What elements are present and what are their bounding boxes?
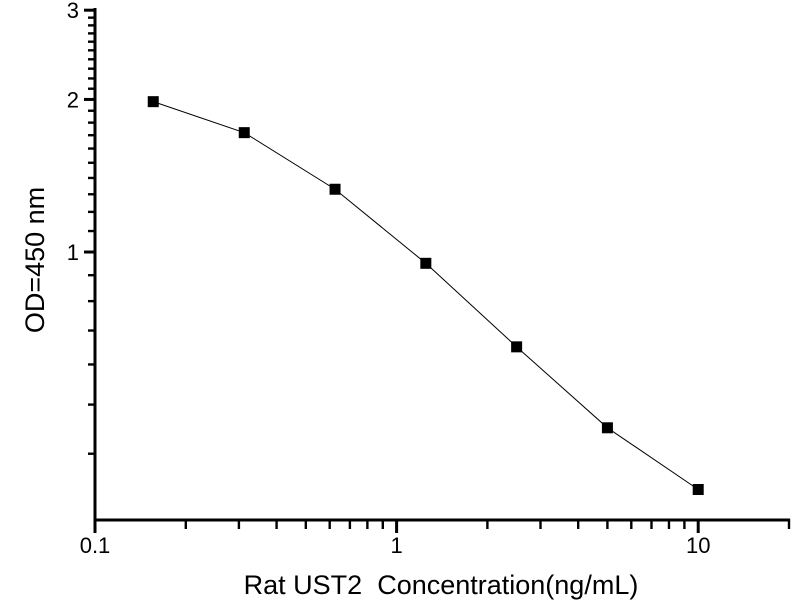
x-tick-label: 0.1 [80, 533, 111, 558]
data-point-marker [692, 483, 704, 495]
series-line [153, 101, 699, 490]
series-standard-curve [147, 96, 704, 495]
data-point-marker [329, 183, 341, 195]
y-axis-title: OD=450 nm [20, 187, 50, 333]
x-axis-title: Rat UST2 Concentration(ng/mL) [244, 570, 639, 600]
y-axis-tick-labels: 1 2 3 [67, 0, 79, 265]
data-point-marker [420, 257, 432, 269]
y-tick-label: 1 [67, 240, 79, 265]
data-point-marker [238, 127, 250, 139]
x-axis-tick-labels: 0.1 1 10 [80, 533, 711, 558]
y-tick-label: 3 [67, 0, 79, 23]
data-point-marker [601, 422, 613, 434]
data-point-marker [511, 341, 523, 353]
x-tick-label: 10 [686, 533, 710, 558]
data-point-marker [147, 96, 159, 108]
x-tick-label: 1 [390, 533, 402, 558]
y-tick-label: 2 [67, 87, 79, 112]
